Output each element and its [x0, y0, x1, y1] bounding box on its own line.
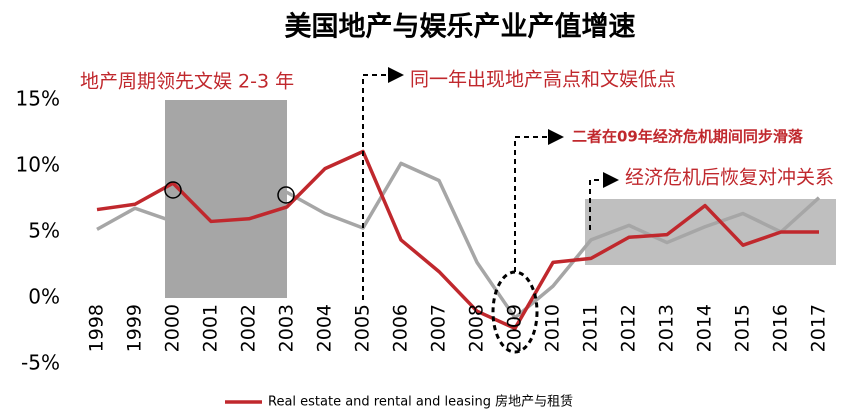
- x-tick-label: 1999: [124, 304, 146, 352]
- x-tick-label: 2008: [466, 304, 488, 352]
- dashed-arrow: [514, 129, 564, 272]
- x-tick-label: 2005: [352, 304, 374, 352]
- series-line: [96, 161, 821, 320]
- annotation: 同一年出现地产高点和文娱低点: [410, 69, 676, 91]
- series-line: [96, 149, 819, 331]
- x-tick-label: 2012: [618, 304, 640, 352]
- annotation: 经济危机后恢复对冲关系: [625, 167, 834, 189]
- highlight-circle: [277, 186, 295, 204]
- x-tick-label: 2015: [732, 304, 754, 352]
- x-tick-label: 2017: [808, 304, 830, 352]
- highlight-circle: [164, 181, 182, 199]
- x-tick-label: 2002: [238, 304, 260, 352]
- x-tick-label: 2011: [580, 304, 602, 352]
- x-tick-label: 2010: [542, 304, 564, 352]
- x-tick-label: 1998: [86, 304, 108, 352]
- x-tick-label: 2004: [314, 304, 336, 352]
- x-tick-label: 2000: [162, 304, 184, 352]
- x-tick-label: 2006: [390, 304, 412, 352]
- y-tick-label: 15%: [16, 87, 60, 111]
- y-tick-label: 10%: [16, 153, 60, 177]
- dashed-arrow: [362, 67, 404, 300]
- x-tick-label: 2013: [656, 304, 678, 352]
- x-tick-label: 2009: [504, 304, 526, 352]
- chart-title: 美国地产与娱乐产业产值增速: [285, 11, 636, 43]
- y-tick-label: 0%: [28, 285, 60, 309]
- highlight-ellipse: [491, 270, 539, 354]
- legend-label: Real estate and rental and leasing 房地产与租…: [268, 394, 573, 410]
- x-tick-label: 2014: [694, 304, 716, 352]
- x-tick-label: 2003: [276, 304, 298, 352]
- highlight-box: [165, 100, 287, 298]
- annotation: 地产周期领先文娱 2-3 年: [80, 71, 294, 93]
- x-tick-label: 2007: [428, 304, 450, 352]
- y-tick-label: 5%: [28, 219, 60, 243]
- x-tick-label: 2001: [200, 304, 222, 352]
- y-tick-label: -5%: [21, 351, 60, 375]
- x-tick-label: 2016: [770, 304, 792, 352]
- dashed-arrow: [589, 172, 619, 230]
- annotation: 二者在09年经济危机期间同步滑落: [572, 128, 804, 146]
